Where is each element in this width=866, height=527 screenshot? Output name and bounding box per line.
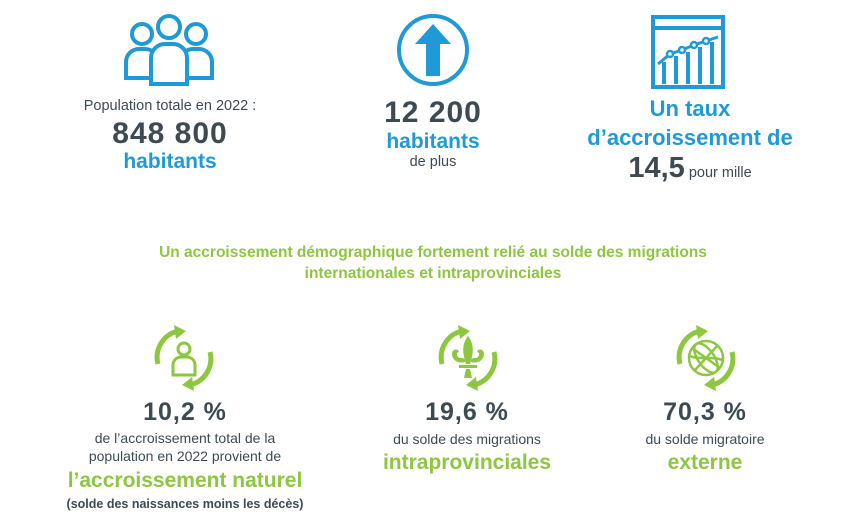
external-value: 70,3 % — [663, 398, 747, 426]
intra-emphasis: intraprovinciales — [382, 451, 552, 474]
population-value: 848 800 — [112, 117, 228, 150]
rate-line-3: 14,5 pour mille — [560, 152, 820, 185]
increase-unit: habitants — [386, 130, 480, 153]
globe-cycle-icon — [676, 325, 736, 391]
increase-sub: de plus — [409, 154, 457, 170]
people-icon — [124, 14, 214, 86]
population-unit: habitants — [123, 150, 217, 173]
subtitle-line-2: internationales et intraprovinciales — [304, 265, 562, 282]
population-label: Population totale en 2022 : — [83, 98, 257, 114]
natural-note: (solde des naissances moins les décès) — [66, 497, 304, 511]
intra-value: 19,6 % — [425, 398, 509, 426]
subtitle-line-1: Un accroissement démographique fortement… — [159, 244, 707, 261]
section-subtitle: Un accroissement démographique fortement… — [40, 242, 826, 284]
increase-value: 12 200 — [384, 96, 482, 129]
fleur-de-lys-cycle-icon — [438, 325, 498, 391]
external-emphasis: externe — [667, 451, 743, 474]
natural-desc-2: population en 2022 provient de — [88, 448, 282, 464]
rate-line-2: d’accroissement de — [587, 125, 793, 150]
person-cycle-icon — [154, 325, 214, 391]
growth-chart-icon — [651, 15, 725, 89]
rate-unit: pour mille — [688, 165, 752, 181]
rate-value: 14,5 — [628, 152, 685, 184]
up-arrow-icon — [397, 14, 469, 86]
natural-value: 10,2 % — [143, 398, 227, 426]
natural-emphasis: l’accroissement naturel — [67, 469, 303, 492]
intra-desc-1: du solde des migrations — [393, 431, 541, 447]
rate-line-1: Un taux — [649, 96, 731, 121]
external-desc-1: du solde migratoire — [645, 431, 765, 447]
natural-desc-1: de l’accroissement total de la — [94, 430, 276, 446]
